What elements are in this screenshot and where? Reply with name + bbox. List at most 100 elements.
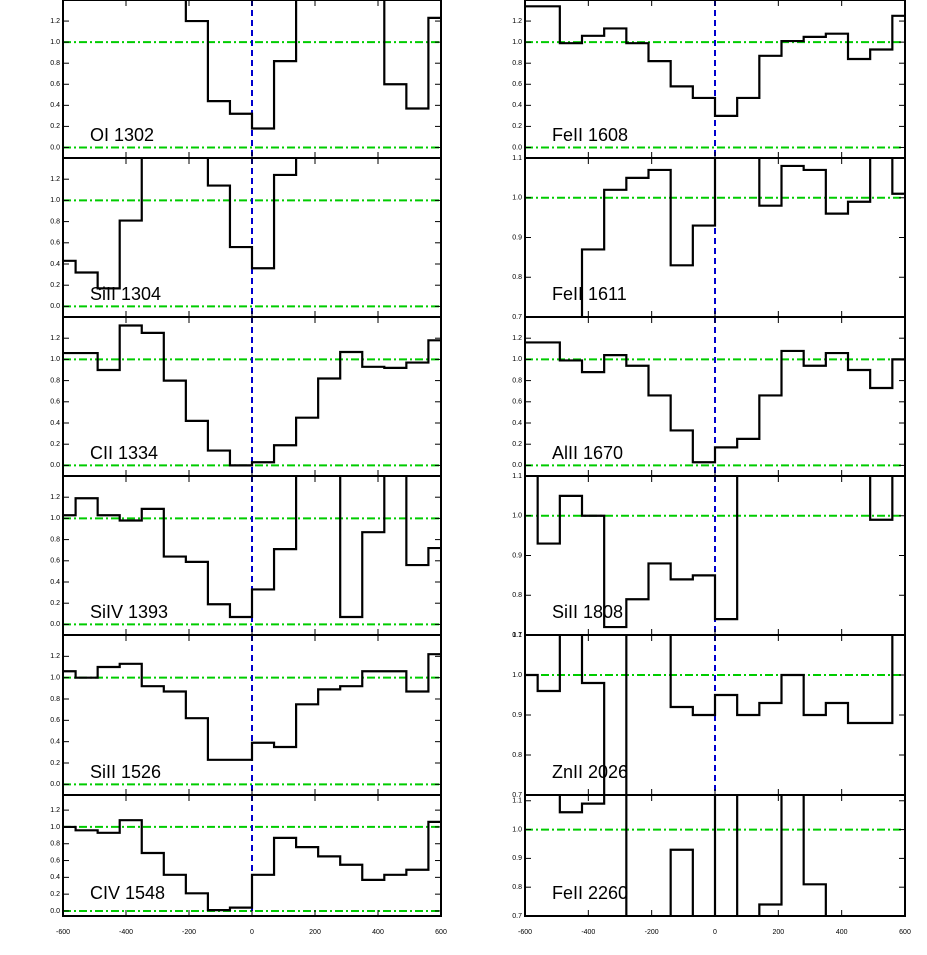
y-tick-label: 1.0 bbox=[50, 197, 60, 204]
y-tick-label: 1.0 bbox=[50, 356, 60, 363]
y-tick-label: 0.8 bbox=[512, 884, 522, 891]
y-tick-label: 1.0 bbox=[512, 826, 522, 833]
y-tick-label: 0.4 bbox=[50, 261, 60, 268]
y-tick-label: 0.2 bbox=[50, 282, 60, 289]
y-tick-label: 0.9 bbox=[512, 552, 522, 559]
spectrum bbox=[525, 635, 894, 795]
x-tick-label: -200 bbox=[182, 929, 196, 936]
panel bbox=[63, 0, 441, 158]
y-tick-label: 0.8 bbox=[512, 377, 522, 384]
y-tick-label: 0.9 bbox=[512, 855, 522, 862]
y-tick-label: 0.0 bbox=[50, 781, 60, 788]
x-tick-label: -400 bbox=[119, 929, 133, 936]
y-tick-label: 1.2 bbox=[512, 335, 522, 342]
y-tick-label: 1.0 bbox=[512, 356, 522, 363]
y-tick-label: 0.4 bbox=[50, 420, 60, 427]
x-tick-label: 400 bbox=[372, 929, 384, 936]
spectrum bbox=[63, 653, 441, 761]
y-tick-label: 0.8 bbox=[512, 592, 522, 599]
panel bbox=[525, 476, 905, 635]
y-tick-label: 0.0 bbox=[50, 144, 60, 151]
y-tick-label: 0.6 bbox=[50, 240, 60, 247]
spectrum bbox=[580, 158, 905, 317]
y-tick-label: 0.6 bbox=[512, 81, 522, 88]
y-tick-label: 1.2 bbox=[50, 335, 60, 342]
y-tick-label: 0.9 bbox=[512, 712, 522, 719]
y-tick-label: 1.1 bbox=[512, 798, 522, 805]
y-tick-label: 0.8 bbox=[50, 841, 60, 848]
y-tick-label: 0.6 bbox=[512, 399, 522, 406]
y-tick-label: 1.1 bbox=[512, 155, 522, 162]
y-tick-label: 1.0 bbox=[512, 39, 522, 46]
spectrum bbox=[63, 324, 441, 467]
y-tick-label: 0.2 bbox=[512, 123, 522, 130]
y-tick-label: 1.0 bbox=[512, 672, 522, 679]
y-tick-label: 0.6 bbox=[50, 399, 60, 406]
y-tick-label: 0.4 bbox=[50, 579, 60, 586]
line-label: ZnII 2026 bbox=[552, 762, 628, 782]
y-tick-label: 0.8 bbox=[50, 60, 60, 67]
y-tick-label: 0.8 bbox=[50, 536, 60, 543]
y-tick-label: 0.4 bbox=[50, 874, 60, 881]
x-tick-label: 0 bbox=[713, 929, 717, 936]
y-tick-label: 0.8 bbox=[50, 218, 60, 225]
y-tick-label: 0.2 bbox=[50, 600, 60, 607]
line-label: OI 1302 bbox=[90, 125, 154, 145]
panel bbox=[63, 158, 441, 317]
y-tick-label: 0.8 bbox=[512, 60, 522, 67]
y-tick-label: 1.0 bbox=[50, 515, 60, 522]
y-tick-label: 0.4 bbox=[512, 102, 522, 109]
panel bbox=[63, 635, 441, 795]
x-tick-label: 0 bbox=[250, 929, 254, 936]
x-tick-label: -600 bbox=[518, 929, 532, 936]
line-label: CIV 1548 bbox=[90, 883, 165, 903]
x-tick-label: 200 bbox=[772, 929, 784, 936]
y-tick-label: 1.2 bbox=[50, 653, 60, 660]
x-tick-label: -400 bbox=[581, 929, 595, 936]
y-tick-label: 0.4 bbox=[50, 102, 60, 109]
y-tick-label: 0.4 bbox=[50, 739, 60, 746]
line-label: FeII 2260 bbox=[552, 883, 628, 903]
y-tick-label: 0.2 bbox=[50, 441, 60, 448]
x-tick-label: 600 bbox=[435, 929, 447, 936]
line-label: SiIV 1393 bbox=[90, 602, 168, 622]
y-tick-label: 0.2 bbox=[50, 760, 60, 767]
y-tick-label: 0.8 bbox=[512, 752, 522, 759]
spectrum bbox=[63, 819, 441, 912]
panel bbox=[525, 795, 905, 916]
panel bbox=[525, 635, 905, 795]
y-tick-label: 0.6 bbox=[50, 857, 60, 864]
panel bbox=[525, 158, 905, 317]
spectrum bbox=[63, 158, 298, 290]
line-label: FeII 1611 bbox=[552, 284, 627, 304]
line-label: SiII 1304 bbox=[90, 284, 161, 304]
y-tick-label: 1.2 bbox=[512, 18, 522, 25]
y-tick-label: 0.0 bbox=[50, 908, 60, 915]
x-tick-label: 600 bbox=[899, 929, 911, 936]
panel bbox=[63, 317, 441, 476]
y-tick-label: 0.2 bbox=[50, 123, 60, 130]
panel bbox=[525, 317, 905, 476]
line-label: FeII 1608 bbox=[552, 125, 628, 145]
y-tick-label: 0.7 bbox=[512, 913, 522, 920]
line-label: SiII 1808 bbox=[552, 602, 623, 622]
y-tick-label: 0.0 bbox=[50, 462, 60, 469]
y-tick-label: 0.7 bbox=[512, 632, 522, 639]
panel bbox=[525, 0, 905, 158]
spectrum bbox=[558, 795, 827, 916]
spectrum bbox=[525, 341, 905, 464]
y-tick-label: 1.0 bbox=[512, 195, 522, 202]
y-tick-label: 0.8 bbox=[50, 377, 60, 384]
panel bbox=[63, 476, 441, 635]
x-tick-label: 400 bbox=[836, 929, 848, 936]
y-tick-label: 0.2 bbox=[512, 441, 522, 448]
y-tick-label: 0.6 bbox=[50, 81, 60, 88]
line-label: SiII 1526 bbox=[90, 762, 161, 782]
y-tick-label: 0.6 bbox=[50, 717, 60, 724]
y-tick-label: 1.0 bbox=[50, 675, 60, 682]
x-tick-label: -200 bbox=[645, 929, 659, 936]
y-tick-label: 0.7 bbox=[512, 792, 522, 799]
y-tick-label: 1.0 bbox=[50, 824, 60, 831]
line-label: CII 1334 bbox=[90, 443, 158, 463]
